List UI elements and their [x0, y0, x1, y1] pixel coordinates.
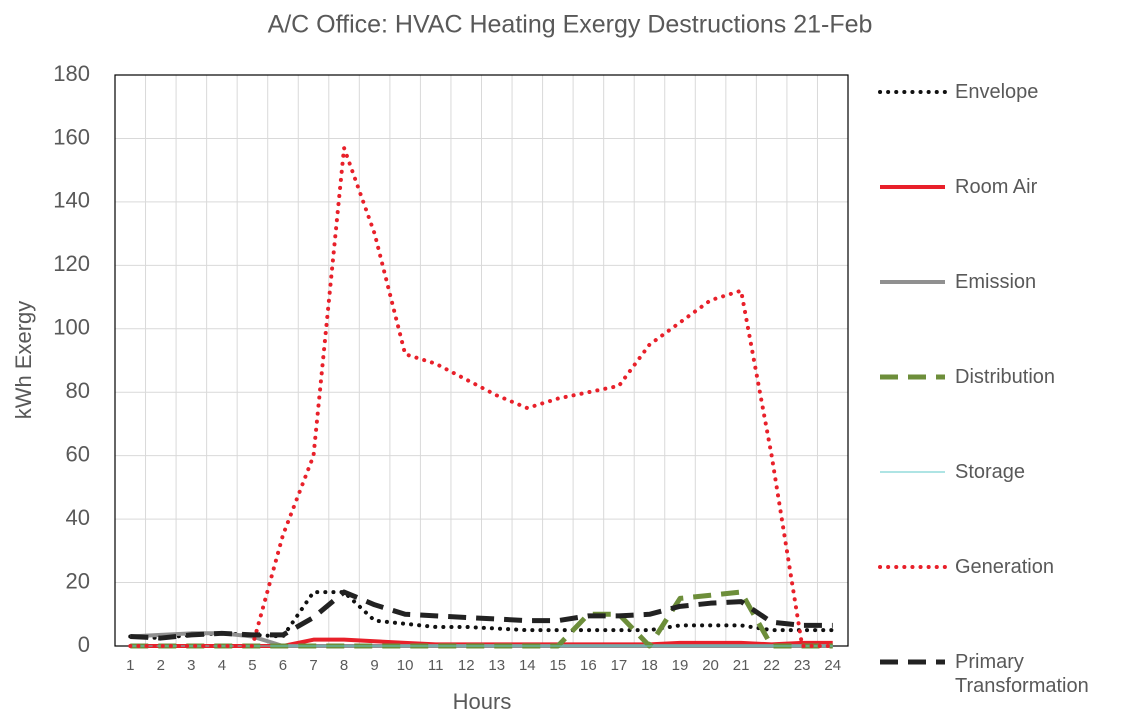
- x-tick-label: 16: [580, 657, 597, 674]
- x-tick-label: 5: [248, 657, 256, 674]
- y-tick-label: 40: [66, 505, 90, 530]
- x-tick-label: 12: [458, 657, 475, 674]
- legend-label: Primary Transformation: [955, 651, 1089, 697]
- y-tick-label: 60: [66, 441, 90, 466]
- y-axis-label: kWh Exergy: [11, 301, 36, 420]
- x-tick-label: 20: [702, 657, 719, 674]
- x-tick-label: 10: [397, 657, 414, 674]
- y-tick-label: 120: [53, 251, 90, 276]
- y-tick-label: 20: [66, 568, 90, 593]
- x-tick-label: 8: [340, 657, 348, 674]
- chart-title: A/C Office: HVAC Heating Exergy Destruct…: [268, 11, 873, 39]
- x-tick-label: 23: [794, 657, 811, 674]
- x-tick-label: 19: [672, 657, 689, 674]
- x-tick-label: 17: [611, 657, 628, 674]
- x-tick-label: 3: [187, 657, 195, 674]
- legend-label: Distribution: [955, 366, 1056, 388]
- x-axis-label: Hours: [453, 689, 512, 714]
- x-tick-label: 9: [370, 657, 378, 674]
- legend-label: Emission: [955, 271, 1037, 293]
- x-tick-label: 15: [550, 657, 567, 674]
- y-tick-label: 0: [78, 632, 90, 657]
- x-tick-label: 11: [428, 657, 444, 674]
- y-tick-label: 100: [53, 315, 90, 340]
- x-tick-label: 21: [733, 657, 750, 674]
- legend-label: Room Air: [955, 176, 1038, 198]
- x-tick-label: 22: [763, 657, 780, 674]
- x-tick-label: 6: [279, 657, 287, 674]
- y-tick-label: 180: [53, 61, 90, 86]
- legend-label: Storage: [955, 461, 1026, 483]
- y-tick-label: 140: [53, 188, 90, 213]
- x-tick-label: 18: [641, 657, 658, 674]
- legend-label: Envelope: [955, 81, 1039, 103]
- series-line: [128, 145, 835, 648]
- x-tick-label: 4: [218, 657, 226, 674]
- legend-label: Generation: [955, 556, 1054, 578]
- y-tick-label: 80: [66, 378, 90, 403]
- x-tick-label: 13: [488, 657, 505, 674]
- x-tick-label: 24: [824, 657, 841, 674]
- series-line: [130, 589, 833, 641]
- x-tick-label: 7: [309, 657, 317, 674]
- x-tick-label: 1: [126, 657, 134, 674]
- x-tick-label: 14: [519, 657, 536, 674]
- x-tick-label: 2: [157, 657, 165, 674]
- y-tick-label: 160: [53, 124, 90, 149]
